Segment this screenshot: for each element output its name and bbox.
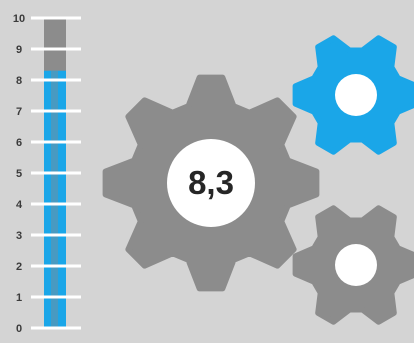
- blue-gear-icon: [296, 38, 414, 151]
- gauge-tick: [31, 296, 81, 299]
- gauge-tick: [31, 17, 81, 20]
- gauge-tick-label: 3: [16, 230, 22, 242]
- gauge-tick-label: 5: [16, 168, 22, 180]
- gauge-tick: [31, 327, 81, 330]
- gauge-tick-label: 6: [16, 137, 22, 149]
- gauge-tick-label: 0: [16, 323, 22, 335]
- small-gear-hole: [335, 244, 377, 286]
- gauge-tick-labels: 0 1 2 3 4 5 6 7 8 9 10: [13, 13, 25, 335]
- gauge-tick: [31, 234, 81, 237]
- vertical-gauge: 0 1 2 3 4 5 6 7 8 9 10: [13, 13, 81, 335]
- blue-gear-hole: [335, 74, 377, 116]
- gauge-tick: [31, 203, 81, 206]
- gauge-fill-stripe: [51, 71, 58, 328]
- gauge-tick-label: 8: [16, 75, 22, 87]
- gauge-tick-label: 1: [16, 292, 22, 304]
- small-gear-icon: [296, 208, 414, 321]
- gauge-tick: [31, 79, 81, 82]
- gauge-value-label: 8,3: [188, 164, 234, 201]
- gauge-tick: [31, 141, 81, 144]
- gauge-tick: [31, 110, 81, 113]
- gauge-tick-label: 2: [16, 261, 22, 273]
- gauge-tick-label: 7: [16, 106, 22, 118]
- gauge-tick: [31, 172, 81, 175]
- gauge-tick-label: 9: [16, 44, 22, 56]
- gauge-tick: [31, 48, 81, 51]
- gauge-fill: [44, 71, 66, 328]
- gauge-tick-label: 10: [13, 13, 25, 25]
- gauge-tick: [31, 265, 81, 268]
- gauge-tick-label: 4: [16, 199, 23, 211]
